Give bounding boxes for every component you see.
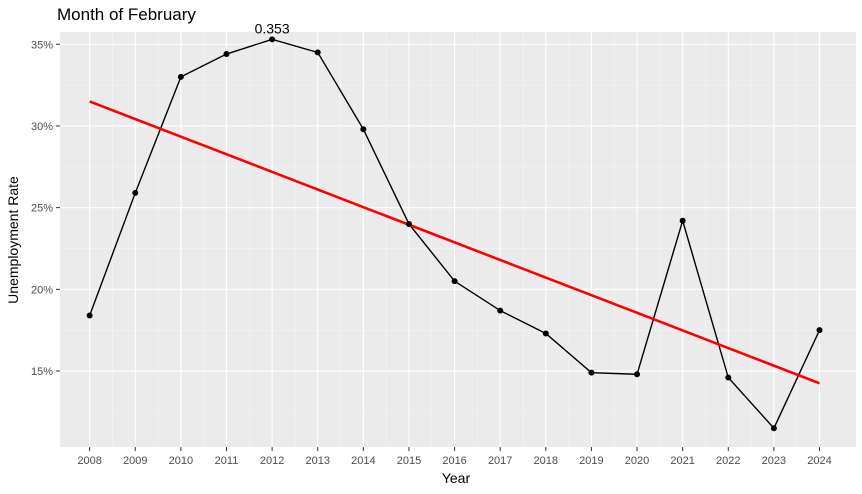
data-point bbox=[223, 51, 230, 58]
data-point bbox=[405, 220, 412, 227]
data-point bbox=[497, 307, 504, 314]
data-point bbox=[542, 330, 549, 337]
y-tick-label: 35% bbox=[31, 39, 53, 51]
x-tick-label: 2016 bbox=[442, 455, 466, 467]
x-tick-label: 2012 bbox=[260, 455, 284, 467]
x-tick-label: 2022 bbox=[716, 455, 740, 467]
data-point bbox=[588, 369, 595, 376]
chart-title: Month of February bbox=[57, 5, 196, 24]
x-tick-label: 2015 bbox=[397, 455, 421, 467]
data-point bbox=[725, 374, 732, 381]
peak-value-label: 0.353 bbox=[255, 20, 290, 36]
data-point bbox=[770, 425, 777, 432]
y-tick-label: 30% bbox=[31, 121, 53, 133]
data-point bbox=[314, 49, 321, 56]
data-point bbox=[816, 327, 823, 334]
y-tick-labels: 15% 20% 25% 30% 35% bbox=[31, 39, 53, 378]
data-point bbox=[269, 36, 276, 43]
x-axis-title: Year bbox=[442, 470, 471, 486]
trend-group bbox=[89, 100, 820, 385]
axis-ticks bbox=[56, 43, 821, 451]
y-tick-label: 15% bbox=[31, 366, 53, 378]
data-point bbox=[132, 189, 139, 196]
y-tick-label: 20% bbox=[31, 284, 53, 296]
plot-panel bbox=[60, 32, 856, 447]
x-tick-label: 2008 bbox=[77, 455, 101, 467]
x-tick-label: 2013 bbox=[305, 455, 329, 467]
x-tick-label: 2009 bbox=[123, 455, 147, 467]
points-group bbox=[86, 36, 823, 432]
x-tick-label: 2024 bbox=[807, 455, 831, 467]
data-point bbox=[86, 312, 93, 319]
data-point bbox=[360, 126, 367, 133]
x-tick-label: 2020 bbox=[625, 455, 649, 467]
data-point bbox=[451, 278, 458, 285]
x-tick-label: 2017 bbox=[488, 455, 512, 467]
x-tick-label: 2014 bbox=[351, 455, 375, 467]
x-tick-label: 2010 bbox=[169, 455, 193, 467]
x-tick-label: 2023 bbox=[762, 455, 786, 467]
data-point bbox=[177, 73, 184, 80]
x-tick-label: 2018 bbox=[534, 455, 558, 467]
x-tick-label: 2011 bbox=[215, 455, 239, 467]
x-tick-labels: 2008 2009 2010 2011 2012 2013 2014 2015 2016 2017… bbox=[77, 455, 831, 467]
data-point bbox=[634, 371, 641, 378]
data-point bbox=[679, 217, 686, 224]
y-axis-title: Unemployment Rate bbox=[5, 176, 21, 304]
x-tick-label: 2019 bbox=[579, 455, 603, 467]
y-tick-label: 25% bbox=[31, 203, 53, 215]
trend-line bbox=[89, 100, 820, 385]
x-tick-label: 2021 bbox=[670, 455, 694, 467]
major-gridlines bbox=[60, 32, 856, 447]
minor-gridlines bbox=[60, 32, 856, 447]
